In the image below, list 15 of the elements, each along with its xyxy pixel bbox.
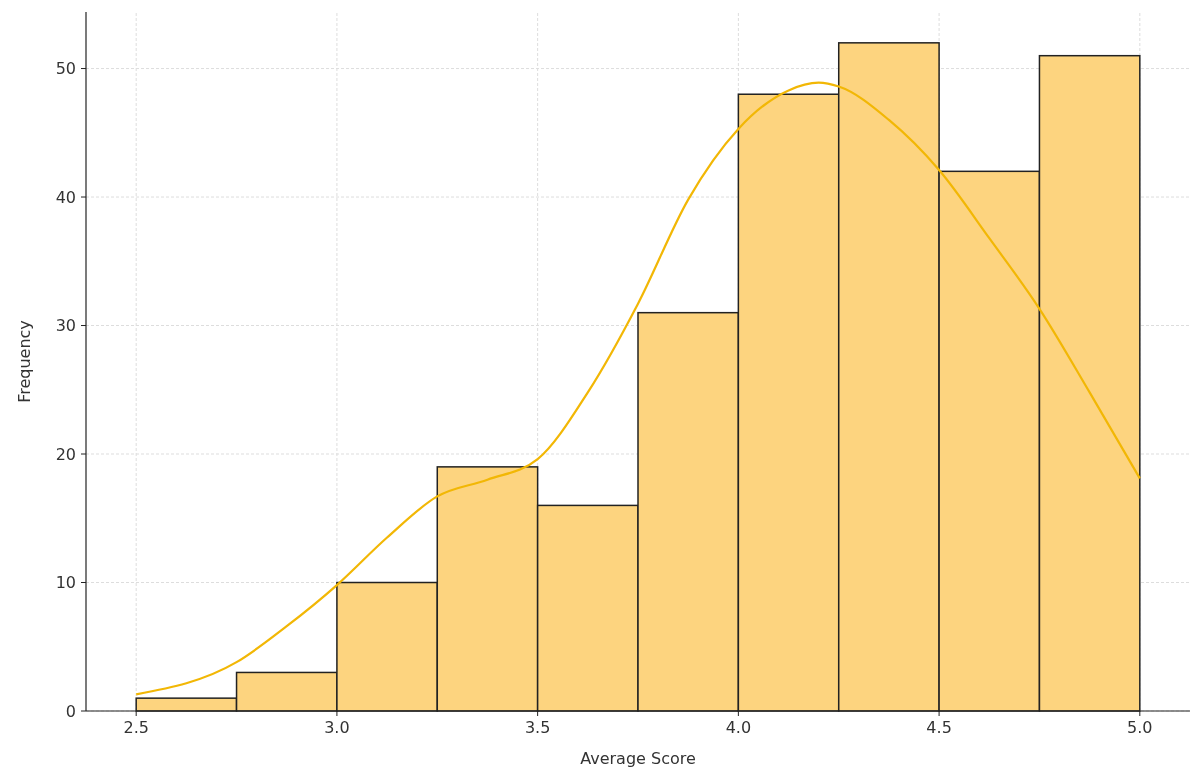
- x-axis-title: Average Score: [580, 749, 696, 768]
- y-axis-title: Frequency: [15, 320, 34, 403]
- x-tick-label: 3.0: [324, 718, 350, 737]
- y-tick-label: 10: [55, 573, 76, 593]
- x-tick-label: 4.5: [926, 718, 952, 737]
- x-tick-label: 2.5: [123, 718, 149, 737]
- x-tick-label: 3.5: [524, 718, 551, 737]
- y-tick-label: 50: [55, 59, 76, 79]
- y-tick-label: 30: [55, 316, 76, 336]
- x-tick-label: 4.0: [725, 718, 752, 737]
- line-series: [135, 81, 1141, 696]
- y-tick-label: 20: [55, 444, 76, 464]
- x-tick-label: 5.0: [1127, 718, 1153, 737]
- y-tick-label: 0: [65, 701, 76, 721]
- y-tick-label: 40: [55, 187, 76, 207]
